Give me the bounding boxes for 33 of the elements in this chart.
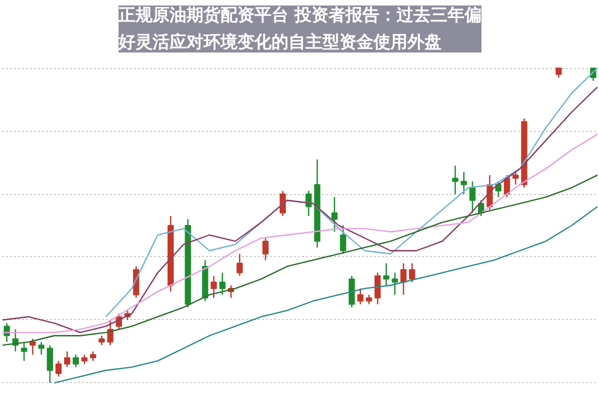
candlestick [400,262,407,296]
candlestick [262,237,269,261]
candlestick [30,338,36,356]
candlestick [495,180,502,198]
candlestick [383,262,390,286]
candlestick [452,165,458,195]
candlestick [512,171,519,186]
candlestick [556,67,562,78]
candlestick [98,335,105,346]
candlestick [280,190,286,217]
candlestick [366,294,372,305]
candlestick [357,288,364,305]
candlestick [81,354,88,365]
candlestick [392,272,398,296]
candlestick [46,344,54,384]
candlestick [219,272,226,296]
candlestick [55,360,62,378]
candlestick [210,275,217,299]
candlestick [409,262,416,283]
candlestick [236,253,243,277]
candlestick [340,224,346,254]
chart-title: 正规原油期货配资平台 投资者报告：过去三年偏好灵活应对环境变化的自主型资金使用外盘 [118,6,482,52]
candlestick [38,341,44,356]
candlestick [460,171,467,195]
candlestick [64,350,70,368]
candlestick [4,322,10,343]
candlestick [374,272,381,305]
candlestick [469,180,476,214]
candlestick [90,350,96,362]
candlestick [331,196,338,232]
candlestick [72,354,79,368]
candlestick [20,341,28,362]
candlestick [107,319,114,346]
